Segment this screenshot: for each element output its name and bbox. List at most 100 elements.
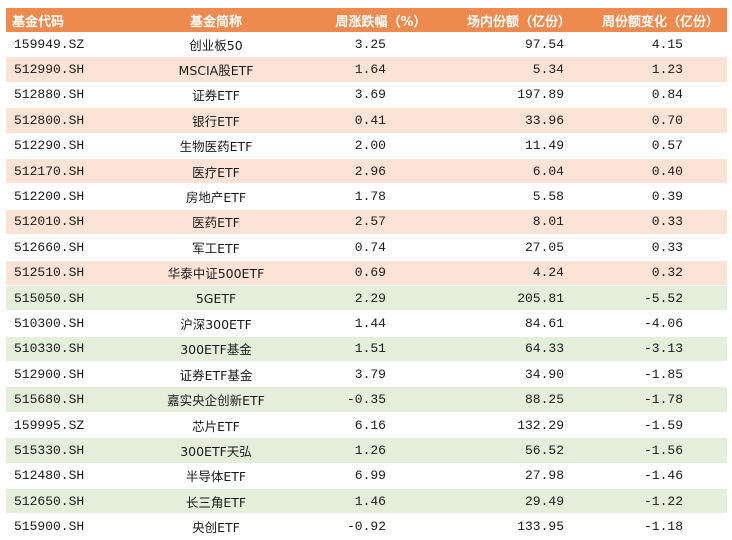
fund-name-cell: 300ETF天弘: [114, 437, 318, 464]
share-change-cell: -1.18: [594, 513, 727, 540]
fund-name-cell: 医药ETF: [114, 209, 318, 236]
weekly-change-cell: 1.46: [318, 488, 444, 515]
share-change-cell: 0.33: [594, 234, 727, 261]
share-change-cell: -1.22: [594, 488, 727, 515]
weekly-change-cell: 0.69: [318, 260, 444, 286]
shares-cell: 88.25: [444, 386, 594, 413]
weekly-change-cell: 1.44: [318, 310, 444, 337]
weekly-change-cell: -0.35: [318, 386, 444, 413]
fund-name-cell: 华泰中证500ETF: [114, 260, 318, 286]
share-change-cell: 4.15: [594, 32, 727, 58]
weekly-change-cell: 1.78: [318, 183, 444, 210]
fund-name-cell: 创业板50: [114, 32, 318, 58]
fund-name-cell: 半导体ETF: [114, 463, 318, 490]
share-change-cell: 0.33: [594, 209, 727, 236]
fund-name-cell: MSCIA股ETF: [114, 56, 318, 83]
weekly-change-cell: 1.64: [318, 56, 444, 83]
fund-code-cell: 515050.SH: [6, 285, 114, 312]
table-row: 159995.SZ 芯片ETF 6.16 132.29 -1.59: [6, 412, 727, 439]
weekly-change-cell: -0.92: [318, 513, 444, 540]
weekly-change-cell: 2.96: [318, 158, 444, 185]
weekly-change-cell: 3.69: [318, 82, 444, 109]
share-change-cell: -3.13: [594, 336, 727, 363]
table-row: 512200.SH 房地产ETF 1.78 5.58 0.39: [6, 183, 727, 210]
fund-code-cell: 159995.SZ: [6, 412, 114, 439]
fund-code-cell: 512990.SH: [6, 56, 114, 83]
fund-name-cell: 央创ETF: [114, 513, 318, 540]
share-change-cell: 0.32: [594, 260, 727, 286]
fund-code-cell: 512510.SH: [6, 260, 114, 286]
shares-cell: 56.52: [444, 437, 594, 464]
shares-cell: 33.96: [444, 107, 594, 134]
fund-name-cell: 5GETF: [114, 285, 318, 312]
shares-cell: 6.04: [444, 158, 594, 185]
fund-code-cell: 512480.SH: [6, 463, 114, 490]
shares-cell: 205.81: [444, 285, 594, 312]
weekly-change-cell: 1.26: [318, 437, 444, 464]
header-weekly-change: 周涨跌幅（%）: [318, 8, 444, 32]
shares-cell: 29.49: [444, 488, 594, 515]
shares-cell: 11.49: [444, 133, 594, 159]
fund-name-cell: 嘉实央企创新ETF: [114, 386, 318, 413]
fund-code-cell: 512900.SH: [6, 361, 114, 388]
header-share-change: 周份额变化（亿份）: [594, 8, 727, 32]
fund-code-cell: 159949.SZ: [6, 32, 114, 58]
table-row: 515330.SH 300ETF天弘 1.26 56.52 -1.56: [6, 437, 727, 464]
fund-code-cell: 512170.SH: [6, 158, 114, 185]
table-row: 512170.SH 医疗ETF 2.96 6.04 0.40: [6, 158, 727, 185]
table-row: 512660.SH 军工ETF 0.74 27.05 0.33: [6, 234, 727, 261]
fund-name-cell: 生物医药ETF: [114, 133, 318, 159]
fund-code-cell: 512880.SH: [6, 82, 114, 109]
weekly-change-cell: 3.79: [318, 361, 444, 388]
fund-flow-table: 基金代码 基金简称 周涨跌幅（%） 场内份额（亿份） 周份额变化（亿份） 159…: [6, 8, 727, 540]
fund-name-cell: 证券ETF基金: [114, 361, 318, 388]
table-header-row: 基金代码 基金简称 周涨跌幅（%） 场内份额（亿份） 周份额变化（亿份）: [6, 8, 727, 32]
shares-cell: 27.98: [444, 463, 594, 490]
table-row: 515900.SH 央创ETF -0.92 133.95 -1.18: [6, 513, 727, 540]
shares-cell: 97.54: [444, 32, 594, 58]
share-change-cell: -1.85: [594, 361, 727, 388]
share-change-cell: -1.46: [594, 463, 727, 490]
shares-cell: 34.90: [444, 361, 594, 388]
shares-cell: 5.34: [444, 56, 594, 83]
shares-cell: 133.95: [444, 513, 594, 540]
fund-name-cell: 银行ETF: [114, 107, 318, 134]
weekly-change-cell: 0.74: [318, 234, 444, 261]
fund-code-cell: 512800.SH: [6, 107, 114, 134]
weekly-change-cell: 1.51: [318, 336, 444, 363]
table-row: 515680.SH 嘉实央企创新ETF -0.35 88.25 -1.78: [6, 386, 727, 413]
table-row: 512480.SH 半导体ETF 6.99 27.98 -1.46: [6, 463, 727, 490]
fund-code-cell: 512290.SH: [6, 133, 114, 159]
table-row: 512880.SH 证券ETF 3.69 197.89 0.84: [6, 82, 727, 109]
table-row: 510330.SH 300ETF基金 1.51 64.33 -3.13: [6, 336, 727, 363]
share-change-cell: -4.06: [594, 310, 727, 337]
weekly-change-cell: 2.57: [318, 209, 444, 236]
fund-code-cell: 512200.SH: [6, 183, 114, 210]
shares-cell: 27.05: [444, 234, 594, 261]
table-row: 159949.SZ 创业板50 3.25 97.54 4.15: [6, 32, 727, 58]
share-change-cell: 0.39: [594, 183, 727, 210]
table-row: 512510.SH 华泰中证500ETF 0.69 4.24 0.32: [6, 260, 727, 286]
table-row: 512900.SH 证券ETF基金 3.79 34.90 -1.85: [6, 361, 727, 388]
table-row: 512990.SH MSCIA股ETF 1.64 5.34 1.23: [6, 56, 727, 83]
share-change-cell: 1.23: [594, 56, 727, 83]
weekly-change-cell: 2.29: [318, 285, 444, 312]
table-row: 512650.SH 长三角ETF 1.46 29.49 -1.22: [6, 488, 727, 515]
fund-code-cell: 515680.SH: [6, 386, 114, 413]
fund-code-cell: 512660.SH: [6, 234, 114, 261]
weekly-change-cell: 6.16: [318, 412, 444, 439]
fund-name-cell: 300ETF基金: [114, 336, 318, 363]
shares-cell: 4.24: [444, 260, 594, 286]
header-shares: 场内份额（亿份）: [444, 8, 594, 32]
fund-code-cell: 510300.SH: [6, 310, 114, 337]
fund-name-cell: 军工ETF: [114, 234, 318, 261]
share-change-cell: -1.78: [594, 386, 727, 413]
fund-name-cell: 房地产ETF: [114, 183, 318, 210]
weekly-change-cell: 2.00: [318, 133, 444, 159]
table-row: 510300.SH 沪深300ETF 1.44 84.61 -4.06: [6, 310, 727, 337]
share-change-cell: 0.70: [594, 107, 727, 134]
weekly-change-cell: 3.25: [318, 32, 444, 58]
fund-code-cell: 510330.SH: [6, 336, 114, 363]
table-body: 159949.SZ 创业板50 3.25 97.54 4.15 512990.SH MSCI…: [6, 32, 727, 540]
share-change-cell: -1.59: [594, 412, 727, 439]
